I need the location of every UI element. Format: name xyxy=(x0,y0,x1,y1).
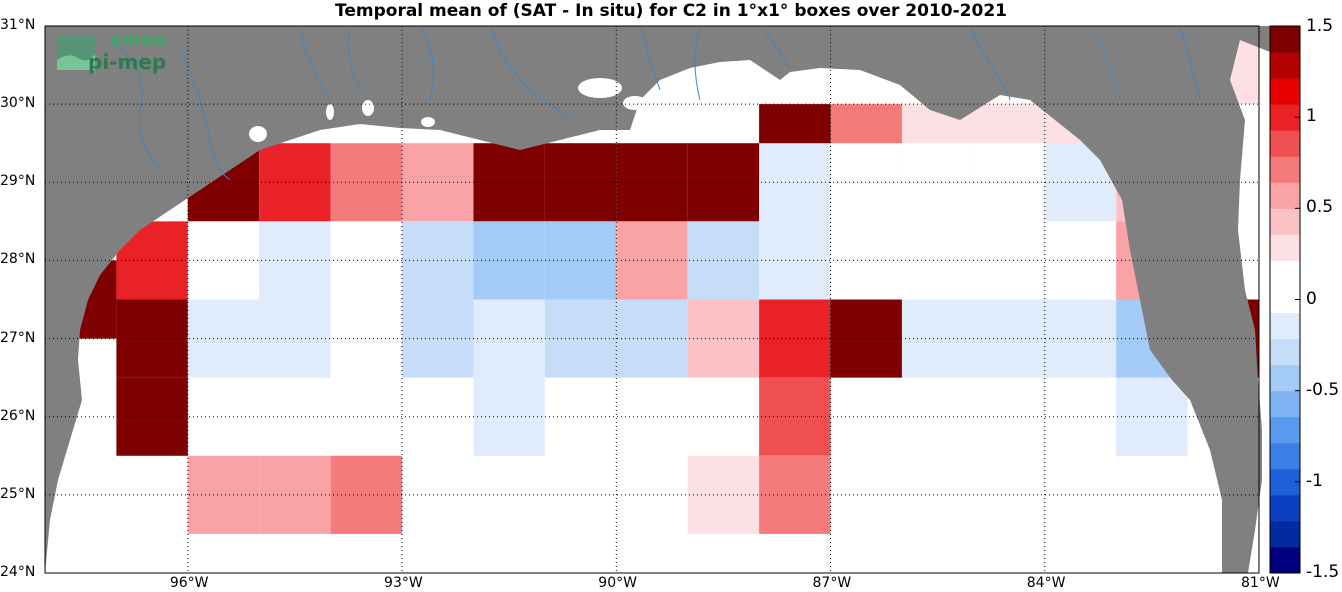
colorbar-segment xyxy=(1270,338,1300,366)
anomaly-cell xyxy=(1044,455,1117,534)
anomaly-cell xyxy=(330,455,403,534)
anomaly-cell xyxy=(759,299,831,378)
anomaly-cell xyxy=(187,221,260,300)
latitude-tick-label: 25°N xyxy=(0,485,36,502)
anomaly-cell xyxy=(1044,377,1117,456)
anomaly-cell xyxy=(759,221,831,300)
anomaly-cell xyxy=(1116,377,1188,456)
anomaly-cell xyxy=(330,221,403,300)
anomaly-cell xyxy=(330,143,403,222)
longitude-tick-label: 87°W xyxy=(812,575,852,591)
colorbar-segment xyxy=(1270,442,1300,470)
anomaly-cell xyxy=(687,143,760,222)
lake-calcasieu xyxy=(362,100,374,116)
anomaly-cell xyxy=(544,143,617,222)
colorbar xyxy=(1270,25,1300,574)
anomaly-cell xyxy=(1044,221,1117,300)
latitude-tick-label: 26°N xyxy=(0,407,36,424)
longitude-tick-label: 90°W xyxy=(598,575,637,591)
anomaly-cell xyxy=(330,299,403,378)
colorbar-border xyxy=(1269,25,1301,574)
anomaly-cell xyxy=(187,299,260,378)
anomaly-cell xyxy=(259,299,331,378)
anomaly-cell xyxy=(616,221,688,300)
colorbar-tick-label: -0.5 xyxy=(1306,379,1340,400)
longitude-tick-label: 93°W xyxy=(384,575,423,591)
colorbar-tick-label: -1.5 xyxy=(1306,562,1340,582)
colorbar-segment xyxy=(1270,26,1300,53)
anomaly-cell xyxy=(830,143,902,222)
anomaly-cell xyxy=(1044,299,1117,378)
north-coast-land xyxy=(45,26,1290,573)
latitude-tick-label: 24°N xyxy=(0,564,36,580)
colorbar-segment xyxy=(1270,520,1300,548)
anomaly-cell xyxy=(544,299,617,378)
anomaly-cell xyxy=(259,221,331,300)
lake-pontchartrain xyxy=(578,78,622,98)
anomaly-cell xyxy=(830,455,902,534)
anomaly-cell xyxy=(759,377,831,456)
colorbar-tick-label: 0 xyxy=(1306,288,1317,309)
anomaly-cell xyxy=(687,299,760,378)
colorbar-segment xyxy=(1270,52,1300,79)
anomaly-cell xyxy=(187,455,260,534)
galveston-bay xyxy=(249,126,267,142)
lake-sabine xyxy=(326,104,334,120)
colorbar-segment xyxy=(1270,156,1300,183)
anomaly-cell xyxy=(616,299,688,378)
lake-maurepas xyxy=(623,96,647,110)
colorbar-segment xyxy=(1270,78,1300,105)
anomaly-cell xyxy=(259,455,331,534)
colorbar-segment xyxy=(1270,390,1300,418)
chart-title: Temporal mean of (SAT - In situ) for C2 … xyxy=(335,1,1007,21)
longitude-tick-label: 96°W xyxy=(169,575,209,591)
anomaly-cell xyxy=(687,221,760,300)
colorbar-segment xyxy=(1270,494,1300,522)
latitude-tick-label: 27°N xyxy=(0,329,36,346)
anomaly-cell xyxy=(830,299,902,378)
latitude-tick-label: 28°N xyxy=(0,251,36,268)
anomaly-cell xyxy=(616,143,688,222)
anomaly-cell xyxy=(687,455,760,534)
logo-text-pimep: pi-mep xyxy=(88,50,167,74)
anomaly-cell xyxy=(544,221,617,300)
rivers xyxy=(109,25,1201,181)
anomaly-cell xyxy=(116,377,188,456)
logo-text-smos: smos xyxy=(110,30,167,51)
colorbar-segment xyxy=(1270,234,1300,261)
colorbar-segment xyxy=(1270,130,1300,157)
colorbar-segment xyxy=(1270,208,1300,235)
colorbar-segment xyxy=(1270,312,1300,340)
longitude-tick-label: 84°W xyxy=(1026,575,1066,591)
colorbar-tick-label: -1 xyxy=(1306,470,1323,491)
colorbar-segment xyxy=(1270,546,1300,574)
grand-lake xyxy=(421,117,435,127)
latitude-tick-label: 29°N xyxy=(0,173,36,190)
logo-icon xyxy=(57,36,95,70)
latitude-tick-label: 31°N xyxy=(0,17,36,33)
colorbar-segment xyxy=(1270,364,1300,392)
anomaly-cell xyxy=(259,143,331,222)
map-border xyxy=(44,25,1260,574)
colorbar-tick-label: 1.5 xyxy=(1306,16,1334,36)
longitude-tick-label: 81°W xyxy=(1241,575,1280,591)
anomaly-cell xyxy=(759,143,831,222)
colorbar-segment xyxy=(1270,260,1300,287)
anomaly-cell xyxy=(759,455,831,534)
colorbar-segment xyxy=(1270,416,1300,444)
latitude-tick-label: 30°N xyxy=(0,95,36,112)
colorbar-segment xyxy=(1270,182,1300,209)
colorbar-tick-label: 0.5 xyxy=(1306,197,1334,218)
smos-pimep-logo: smos pi-mep xyxy=(57,30,198,80)
anomaly-cell xyxy=(116,299,188,378)
anomaly-cell xyxy=(830,221,902,300)
colorbar-tick-label: 1 xyxy=(1306,106,1317,127)
